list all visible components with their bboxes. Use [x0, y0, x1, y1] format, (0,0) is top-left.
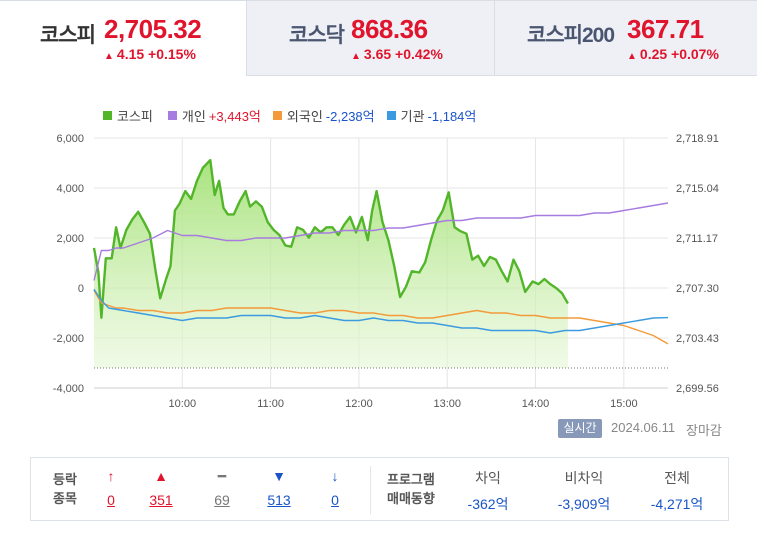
tab-kospi-name: 코스피 [40, 24, 96, 47]
market-status: 장마감 [686, 423, 722, 438]
legend-swatch [386, 111, 396, 120]
breadth-count[interactable]: 0 [331, 492, 339, 508]
breadth-arrow-icon: ↑ [107, 468, 115, 484]
legend-value: -1,184억 [427, 109, 477, 124]
legend-label: 외국인 [286, 109, 323, 124]
program-header-line1: 프로그램 [387, 472, 435, 487]
change-points: 4.15 [116, 46, 145, 62]
y-left-tick-label: -2,000 [53, 333, 84, 345]
breadth-count[interactable]: 0 [107, 492, 115, 508]
breadth-column[interactable]: ↓ 0 [315, 466, 355, 508]
tab-kospi200[interactable]: 코스피200 367.71 ▲ 0.25 +0.07% [495, 0, 757, 76]
y-left-tick-label: 6,000 [56, 133, 84, 145]
program-column: 전체 -4,271억 [632, 468, 722, 514]
breadth-arrow-icon: ↓ [331, 468, 339, 484]
y-right-tick-label: 2,715.04 [676, 183, 719, 195]
legend-swatch [103, 111, 112, 120]
program-label: 비차익 [564, 470, 604, 486]
breadth-column[interactable]: ▼ 513 [259, 466, 299, 508]
legend-item[interactable]: 개인 +3,443억 [167, 106, 261, 125]
realtime-badge[interactable]: 실시간 [558, 419, 602, 438]
tab-kosdaq-value: 868.36 [351, 14, 428, 44]
tab-kospi200-value: 367.71 [627, 14, 704, 44]
y-left-tick-label: -4,000 [53, 383, 84, 395]
program-value: -362억 [467, 496, 509, 512]
tab-kosdaq-name: 코스닥 [289, 24, 345, 47]
legend-label: 개인 [181, 109, 206, 124]
change-percent: +0.15% [148, 46, 196, 62]
breadth-arrow-icon: ▼ [272, 468, 286, 484]
y-right-tick-label: 2,711.17 [676, 233, 718, 245]
breadth-count[interactable]: 69 [214, 492, 230, 508]
breadth-count[interactable]: 351 [149, 492, 173, 508]
realtime-date: 2024.06.11 [611, 420, 676, 435]
y-right-tick-label: 2,699.56 [676, 383, 719, 395]
program-value: -4,271억 [650, 496, 704, 512]
program-label: 차익 [475, 470, 501, 486]
change-points: 0.25 [639, 46, 668, 62]
breadth-column[interactable]: ▲ 351 [141, 466, 181, 508]
program-label: 전체 [664, 470, 690, 486]
up-triangle-icon: ▲ [104, 51, 114, 62]
tab-kosdaq-change: ▲ 3.65 +0.42% [351, 46, 443, 62]
program-header-line2: 매매동향 [387, 491, 435, 506]
legend-value: +3,443억 [208, 109, 261, 124]
legend-item[interactable]: 코스피 [103, 106, 156, 125]
chart-legend: 코스피 개인 +3,443억 외국인 -2,238억 기관 -1,184억 [103, 106, 476, 125]
tab-kospi200-name: 코스피200 [527, 24, 615, 47]
breadth-arrow-icon: ━ [217, 468, 227, 484]
y-right-tick-label: 2,718.91 [676, 133, 719, 145]
legend-swatch [167, 111, 177, 120]
change-percent: +0.07% [671, 46, 719, 62]
breadth-column[interactable]: ↑ 0 [91, 466, 131, 508]
x-tick-label: 14:00 [522, 398, 550, 410]
series-line-3 [93, 288, 669, 334]
change-percent: +0.42% [395, 46, 443, 62]
tab-kospi-value: 2,705.32 [104, 14, 202, 44]
breadth-header: 등락 종목 [53, 470, 77, 508]
kospi-area-fill [94, 160, 568, 368]
y-left-tick-label: 4,000 [56, 183, 84, 195]
stats-divider [370, 466, 371, 514]
tab-kospi200-change: ▲ 0.25 +0.07% [627, 46, 719, 62]
legend-item[interactable]: 기관 -1,184억 [386, 106, 477, 125]
change-points: 3.65 [363, 46, 392, 62]
y-left-tick-label: 0 [78, 283, 84, 295]
index-tabs: 코스피 2,705.32 ▲ 4.15 +0.15% 코스닥 868.36 ▲ 3.… [0, 0, 757, 76]
y-right-tick-label: 2,703.43 [676, 333, 719, 345]
x-tick-label: 11:00 [257, 398, 284, 410]
series-line-2 [93, 290, 669, 345]
legend-value: -2,238억 [325, 109, 375, 124]
legend-label: 기관 [400, 109, 425, 124]
program-value: -3,909억 [557, 496, 611, 512]
breadth-count[interactable]: 513 [267, 492, 291, 508]
program-column: 비차익 -3,909억 [539, 468, 629, 514]
up-triangle-icon: ▲ [627, 51, 637, 62]
x-tick-label: 15:00 [610, 398, 638, 410]
tab-kospi[interactable]: 코스피 2,705.32 ▲ 4.15 +0.15% [0, 0, 247, 76]
investor-flow-chart: 6,000 4,000 2,000 0 -2,000 -4,000 2,718.91 2,71… [53, 133, 719, 410]
up-triangle-icon: ▲ [351, 51, 361, 62]
legend-label: 코스피 [117, 109, 153, 124]
x-tick-label: 13:00 [433, 398, 461, 410]
x-tick-label: 10:00 [169, 398, 197, 410]
program-column: 차익 -362억 [443, 468, 533, 514]
y-left-tick-label: 2,000 [56, 233, 84, 245]
x-tick-label: 12:00 [345, 398, 373, 410]
breadth-header-line2: 종목 [53, 491, 77, 506]
legend-swatch [272, 111, 282, 120]
breadth-column[interactable]: ━ 69 [202, 466, 242, 508]
breadth-header-line1: 등락 [53, 472, 77, 487]
y-right-tick-label: 2,707.30 [676, 283, 719, 295]
series-line-1 [93, 202, 669, 281]
program-header: 프로그램 매매동향 [387, 470, 435, 508]
legend-item[interactable]: 외국인 -2,238억 [272, 106, 375, 125]
market-stats-panel: 등락 종목 ↑ 0 ▲ 351 ━ 69 ▼ 513 ↓ 0 프로그램 매매동향 차익 -362억 비… [30, 457, 729, 521]
tab-kospi-change: ▲ 4.15 +0.15% [104, 46, 196, 62]
breadth-arrow-icon: ▲ [154, 468, 168, 484]
tab-kosdaq[interactable]: 코스닥 868.36 ▲ 3.65 +0.42% [247, 0, 495, 76]
